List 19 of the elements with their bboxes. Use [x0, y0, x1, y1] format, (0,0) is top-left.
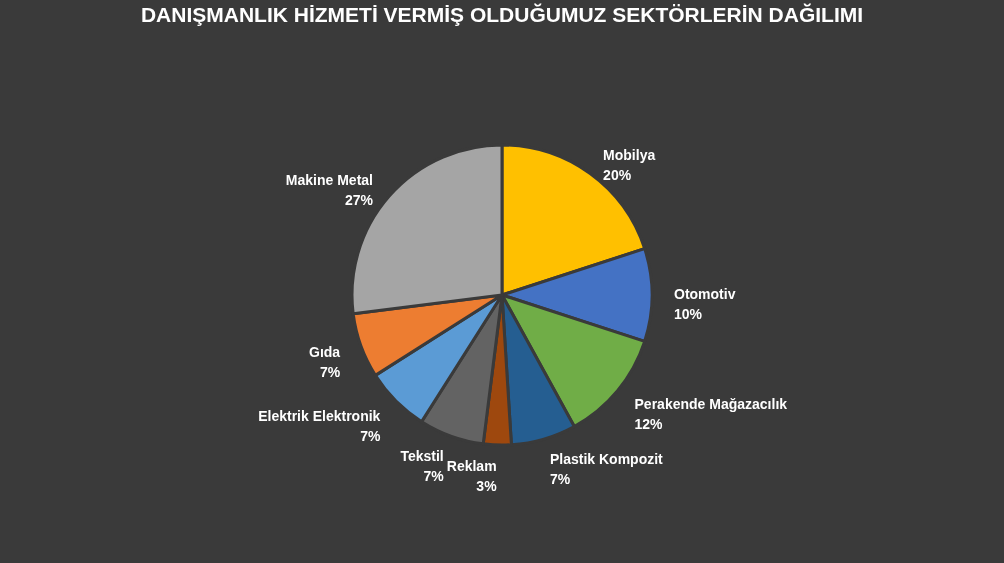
slice-label: Perakende Mağazacılık [634, 395, 788, 412]
slice-label: Tekstil [400, 447, 444, 464]
data-label: 12% [634, 415, 664, 432]
data-label: 10% [674, 306, 703, 322]
data-label: 3% [476, 477, 498, 494]
slice-label: Otomotiv [674, 286, 736, 302]
slice-label: Plastik Kompozit [549, 451, 664, 468]
data-label: 7% [549, 471, 571, 488]
slice-label: Mobilya [603, 146, 656, 163]
data-label: 7% [360, 427, 381, 444]
slice-label: Reklam [446, 457, 497, 474]
data-label: 27% [344, 192, 374, 209]
data-label: 7% [319, 364, 341, 381]
data-label: 20% [603, 166, 632, 183]
slice-label: Makine Metal [285, 172, 373, 189]
slice-label: Elektrik Elektronik [258, 407, 381, 424]
slice-label: Gıda [309, 344, 341, 361]
data-label: 7% [423, 467, 445, 484]
chart-title: DANIŞMANLIK HİZMETİ VERMİŞ OLDUĞUMUZ SEKTÖRLERİN DAĞILIMI [140, 3, 864, 26]
